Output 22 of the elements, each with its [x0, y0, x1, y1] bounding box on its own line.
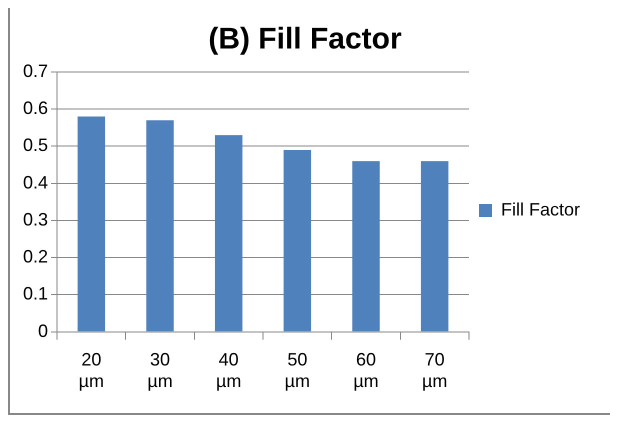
- x-tick-label: 30 µm: [147, 350, 173, 392]
- y-tick-label: 0.2: [22, 246, 48, 267]
- bar: [78, 116, 106, 332]
- x-tick-label: 40 µm: [216, 350, 242, 392]
- y-tick-label: 0: [38, 320, 48, 341]
- bar: [420, 161, 448, 332]
- y-tick-label: 0.6: [22, 98, 48, 118]
- y-tick-label: 0.7: [22, 60, 48, 81]
- y-tick-label: 0.5: [22, 135, 48, 156]
- chart-title: (B) Fill Factor: [208, 22, 402, 56]
- bar: [146, 120, 174, 332]
- y-tick-label: 0.1: [22, 284, 48, 304]
- legend-label: Fill Factor: [500, 199, 580, 220]
- x-tick-label: 70 µm: [422, 350, 448, 392]
- y-tick-label: 0.4: [22, 172, 48, 192]
- x-tick-label: 60 µm: [353, 350, 379, 392]
- bar: [284, 150, 312, 332]
- bar: [352, 161, 380, 332]
- x-tick-label: 50 µm: [284, 350, 310, 392]
- y-tick-label: 0.3: [22, 209, 48, 230]
- x-tick-label: 20 µm: [78, 350, 104, 392]
- bar: [214, 135, 242, 332]
